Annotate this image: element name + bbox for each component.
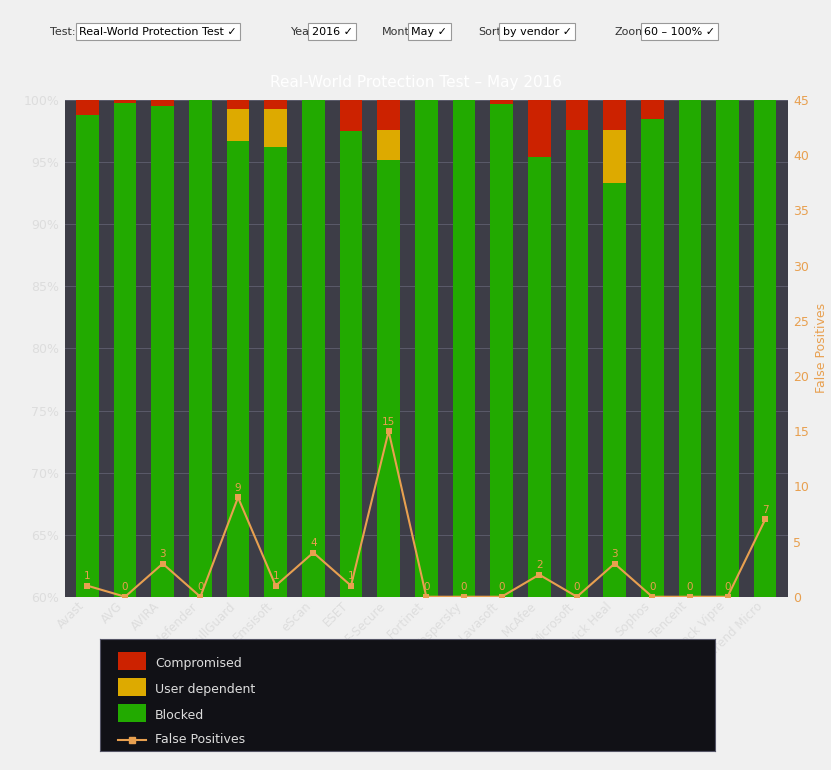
Bar [151, 106, 174, 597]
Bar [641, 100, 663, 119]
Bar [114, 100, 136, 102]
Bar [490, 100, 513, 104]
Bar [340, 100, 362, 131]
Bar [641, 119, 663, 597]
Text: 0: 0 [686, 582, 693, 592]
Text: Month:: Month: [382, 27, 420, 36]
Bar [603, 130, 626, 183]
Bar [415, 100, 438, 597]
Text: Blocked: Blocked [155, 708, 204, 721]
Bar [114, 102, 136, 597]
Bar [377, 130, 400, 159]
Text: 0: 0 [573, 582, 580, 592]
Text: May ✓: May ✓ [411, 27, 447, 36]
Text: 0: 0 [649, 582, 656, 592]
Bar [151, 100, 174, 106]
Bar [227, 141, 249, 597]
Bar [340, 131, 362, 597]
Text: 0: 0 [460, 582, 467, 592]
Text: 1: 1 [347, 571, 354, 581]
Text: by vendor ✓: by vendor ✓ [503, 27, 572, 36]
Bar [76, 100, 99, 115]
Text: False Positives: False Positives [155, 733, 245, 746]
Bar [264, 109, 287, 147]
Bar [490, 104, 513, 597]
Bar [679, 100, 701, 597]
Bar [528, 157, 551, 597]
Text: User dependent: User dependent [155, 683, 255, 696]
Bar [566, 130, 588, 597]
Text: 1: 1 [84, 571, 91, 581]
Bar [227, 100, 249, 109]
Text: 0: 0 [725, 582, 730, 592]
Bar [76, 115, 99, 597]
Bar [716, 100, 739, 597]
Text: Year:: Year: [291, 27, 317, 36]
Bar [603, 100, 626, 130]
Bar [603, 183, 626, 597]
Bar [754, 100, 776, 597]
Text: 15: 15 [382, 417, 396, 427]
Bar [189, 100, 212, 597]
FancyBboxPatch shape [118, 652, 146, 671]
Text: Zoom:: Zoom: [615, 27, 651, 36]
Text: 2: 2 [536, 561, 543, 571]
Text: 0: 0 [423, 582, 430, 592]
Bar [264, 147, 287, 597]
Bar [227, 109, 249, 141]
Bar [377, 100, 400, 130]
Text: 0: 0 [499, 582, 505, 592]
Text: Sort:: Sort: [478, 27, 504, 36]
Text: Real-World Protection Test – May 2016: Real-World Protection Test – May 2016 [269, 75, 562, 90]
Text: 7: 7 [762, 505, 769, 515]
Text: Test:: Test: [50, 27, 76, 36]
Text: Compromised: Compromised [155, 657, 242, 670]
Bar [528, 100, 551, 157]
Text: 0: 0 [197, 582, 204, 592]
Text: 3: 3 [612, 549, 618, 559]
Y-axis label: False Positives: False Positives [814, 303, 828, 393]
Text: 2016 ✓: 2016 ✓ [312, 27, 352, 36]
Text: 60 – 100% ✓: 60 – 100% ✓ [644, 27, 715, 36]
Text: 0: 0 [122, 582, 128, 592]
Text: 3: 3 [160, 549, 166, 559]
Text: 1: 1 [273, 571, 279, 581]
Text: 4: 4 [310, 538, 317, 548]
Bar [302, 100, 325, 597]
FancyBboxPatch shape [118, 704, 146, 721]
Bar [453, 100, 475, 597]
Text: Real-World Protection Test ✓: Real-World Protection Test ✓ [79, 27, 237, 36]
FancyBboxPatch shape [118, 678, 146, 696]
Text: 9: 9 [234, 483, 241, 493]
Bar [566, 100, 588, 130]
Bar [377, 159, 400, 597]
Bar [264, 100, 287, 109]
